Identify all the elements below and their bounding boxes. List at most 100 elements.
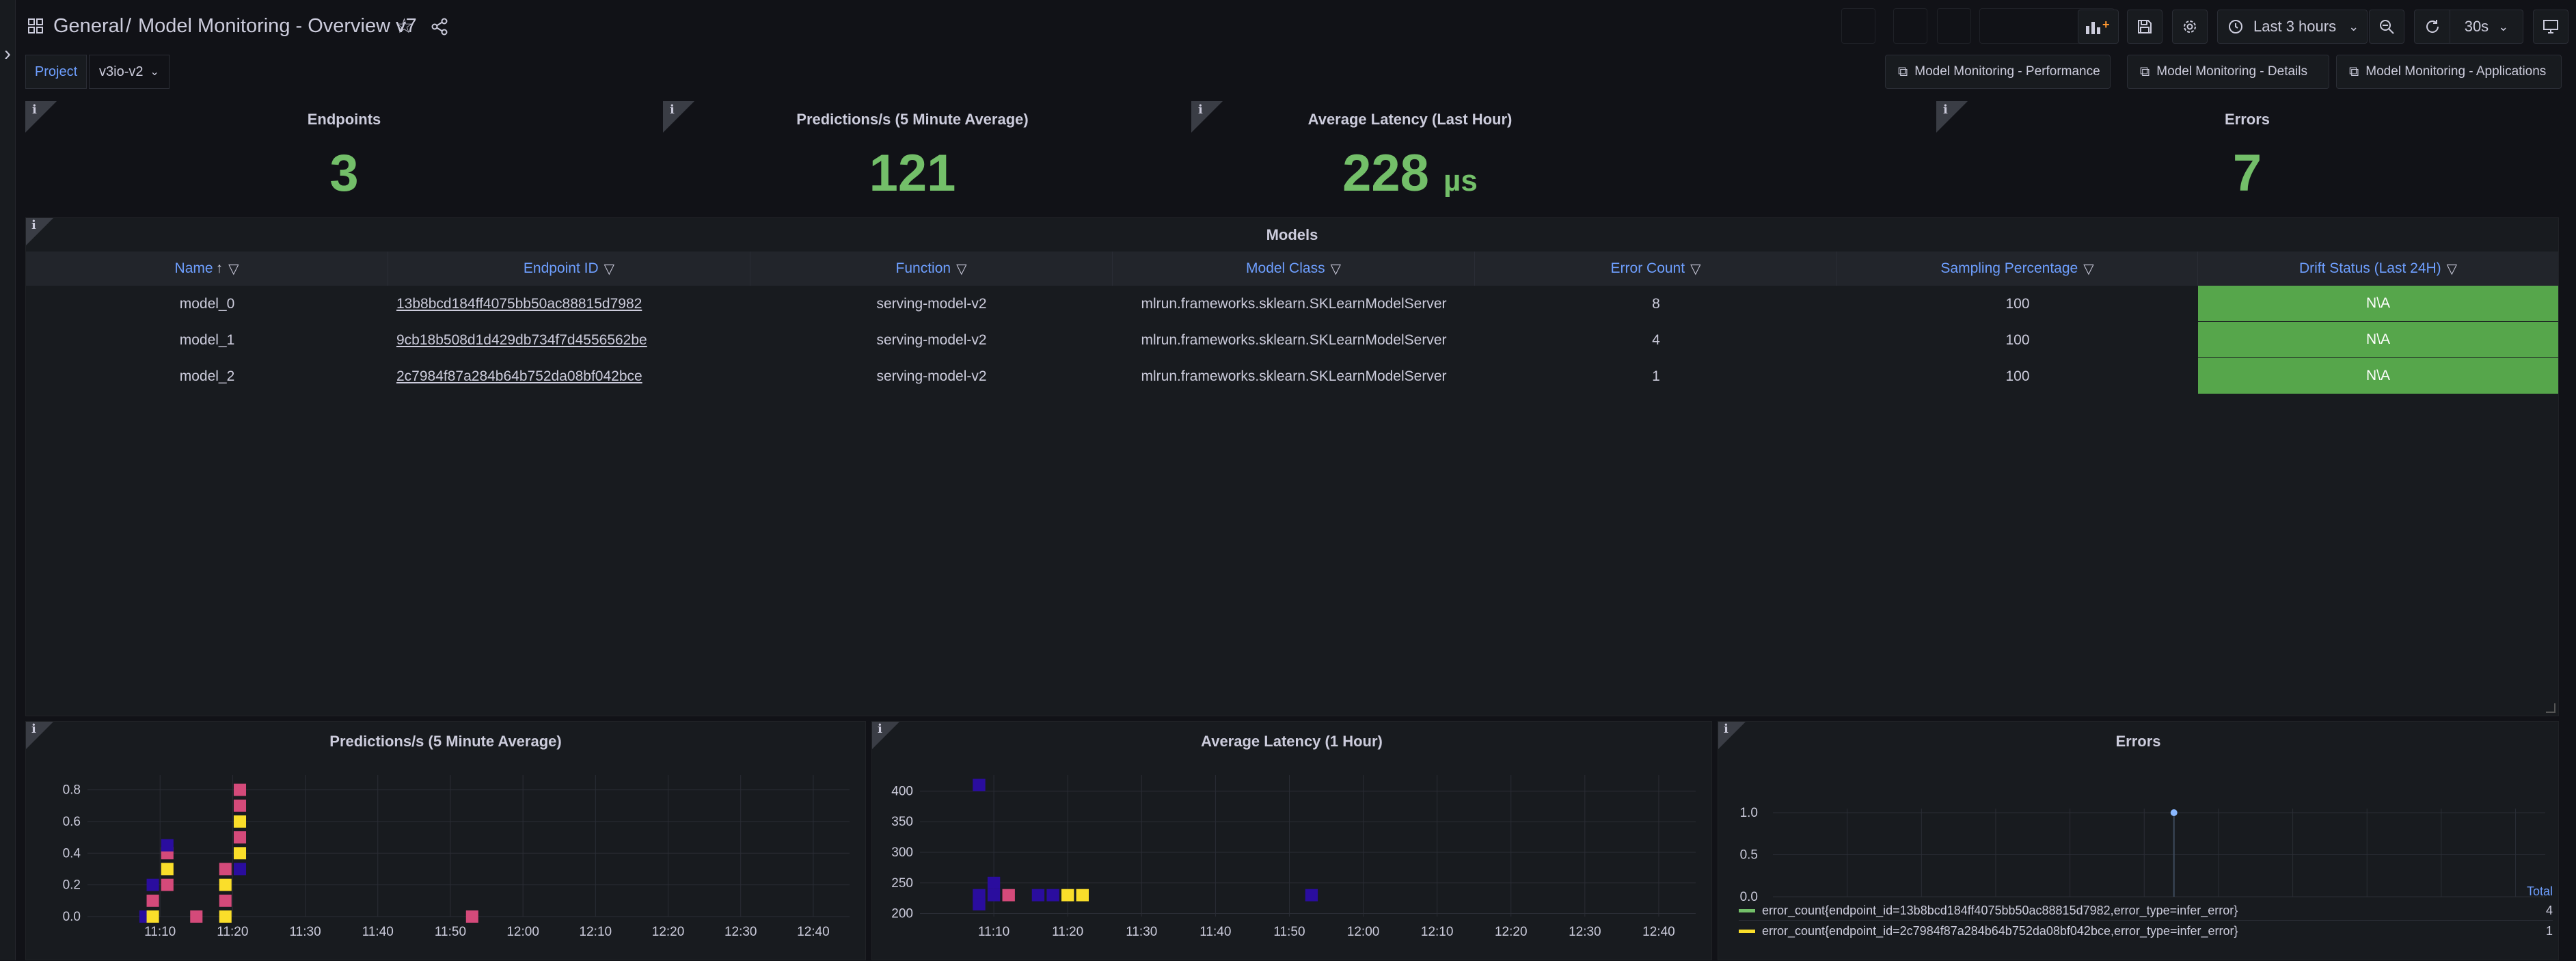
panel-title: Average Latency (Last Hour) — [1307, 111, 1513, 128]
x-tick-label: 12:20 — [1495, 925, 1528, 939]
heatmap-cell — [190, 910, 203, 923]
cell-drift-status: N\A — [2198, 358, 2558, 394]
column-header-model-class[interactable]: Model Class ▽ — [1113, 252, 1475, 286]
info-icon[interactable]: i — [31, 722, 36, 736]
link-model-monitoring-details[interactable]: ⧉ Model Monitoring - Details — [2127, 55, 2329, 89]
stat-value: 121 — [869, 144, 956, 202]
expand-menu-chevron-icon[interactable]: › — [4, 42, 11, 65]
cell-endpoint-id-link[interactable]: 9cb18b508d1d429db734f7d4556562be — [396, 331, 647, 348]
y-tick-label: 0.8 — [63, 783, 81, 798]
column-header-name[interactable]: Name ↑ ▽ — [26, 252, 388, 286]
errors-chart-panel: i Errors 11:1011:2011:3011:4011:5012:001… — [1718, 721, 2559, 960]
chevron-down-icon: ⌄ — [150, 66, 159, 78]
heatmap-cell — [233, 847, 247, 860]
x-tick-label: 11:10 — [978, 925, 1009, 939]
tv-mode-icon[interactable] — [2533, 10, 2568, 44]
info-icon[interactable]: i — [1724, 722, 1728, 736]
panel-title: Errors — [2115, 733, 2161, 750]
panel-corner — [663, 101, 694, 133]
table-row: model_0 13b8bcd184ff4075bb50ac88815d7982… — [26, 286, 2558, 322]
heatmap-cell — [233, 831, 247, 844]
star-icon[interactable]: ☆ — [395, 15, 413, 38]
save-dashboard-icon[interactable] — [2127, 10, 2163, 44]
filter-icon[interactable]: ▽ — [228, 261, 239, 277]
info-icon[interactable]: i — [878, 722, 882, 736]
cell-error-count: 1 — [1652, 368, 1660, 384]
panel-corner — [26, 722, 53, 749]
info-icon[interactable]: i — [670, 103, 675, 117]
latency-heatmap-panel: i Average Latency (1 Hour) 11:10 11:20 11:… — [871, 721, 1712, 960]
stat-unit: µs — [1443, 164, 1478, 198]
column-header-drift-status[interactable]: Drift Status (Last 24H) ▽ — [2299, 260, 2458, 277]
cell-endpoint-id-link[interactable]: 2c7984f87a284b64b752da08bf042bce — [396, 368, 642, 384]
column-header-function[interactable]: Function ▽ — [750, 252, 1113, 286]
cell-sampling: 100 — [2005, 331, 2030, 348]
cell-model-class: mlrun.frameworks.sklearn.SKLearnModelSer… — [1141, 331, 1447, 348]
heatmap-cell — [161, 839, 174, 852]
x-tick-label: 12:30 — [724, 925, 757, 939]
x-tick-label: 11:40 — [2055, 905, 2086, 906]
dashboard-settings-gear-icon[interactable] — [2172, 10, 2208, 44]
x-tick-label: 12:40 — [1642, 925, 1675, 939]
refresh-interval-label: 30s — [2464, 18, 2489, 35]
time-range-picker[interactable]: Last 3 hours ⌄ — [2217, 10, 2368, 44]
latency-heatmap-chart: 11:10 11:20 11:30 11:40 11:50 12:00 12:10 12:20… — [891, 775, 1696, 939]
y-tick-label: 400 — [891, 784, 913, 798]
x-tick-label: 12:00 — [2202, 905, 2235, 906]
legend-item[interactable]: error_count{endpoint_id=13b8bcd184ff4075… — [1739, 901, 2553, 921]
heatmap-cell — [987, 876, 1001, 889]
dashboards-grid-icon[interactable] — [27, 18, 44, 34]
filter-icon[interactable]: ▽ — [1690, 261, 1701, 277]
column-header-sampling-percentage[interactable]: Sampling Percentage ▽ — [1837, 252, 2198, 286]
filter-icon[interactable]: ▽ — [2446, 261, 2458, 277]
breadcrumb-folder[interactable]: General — [53, 15, 124, 37]
info-icon[interactable]: i — [1198, 103, 1203, 117]
cell-sampling: 100 — [2005, 295, 2030, 312]
project-variable-select[interactable]: v3io-v2 ⌄ — [89, 55, 170, 89]
x-tick-label: 11:40 — [362, 925, 394, 939]
sort-ascending-icon: ↑ — [215, 260, 223, 276]
refresh-interval-picker[interactable]: 30s ⌄ — [2450, 10, 2523, 44]
add-panel-icon[interactable]: + — [2078, 10, 2119, 44]
dashboard-link-label: Model Monitoring - Performance — [1914, 64, 2100, 79]
table-row: model_1 9cb18b508d1d429db734f7d4556562be… — [26, 322, 2558, 358]
link-model-monitoring-performance[interactable]: ⧉ Model Monitoring - Performance — [1885, 55, 2111, 89]
share-icon[interactable] — [429, 16, 450, 37]
legend-item[interactable]: error_count{endpoint_id=2c7984f87a284b64… — [1739, 921, 2553, 940]
info-icon[interactable]: i — [32, 103, 37, 117]
x-tick-label: 11:50 — [1273, 925, 1305, 939]
filter-icon[interactable]: ▽ — [604, 261, 615, 277]
link-model-monitoring-applications[interactable]: ⧉ Model Monitoring - Applications — [2336, 55, 2562, 89]
panel-title: Models — [1266, 226, 1318, 243]
zoom-out-icon[interactable] — [2369, 10, 2404, 44]
column-header-endpoint-id[interactable]: Endpoint ID ▽ — [388, 252, 750, 286]
models-table-panel: i Models — [25, 217, 2559, 716]
x-tick-label: 12:10 — [2277, 905, 2309, 906]
info-icon[interactable]: i — [31, 218, 36, 232]
heatmap-cell — [146, 894, 159, 907]
y-tick-label: 0.5 — [1740, 848, 1758, 863]
filter-icon[interactable]: ▽ — [2083, 261, 2094, 277]
heatmap-cell — [1002, 889, 1015, 902]
resize-handle[interactable] — [2546, 703, 2555, 713]
predictions-heatmap-panel: i Predictions/s (5 Minute Average) 11:10… — [25, 721, 866, 960]
filter-icon[interactable]: ▽ — [956, 261, 967, 277]
y-tick-label: 0.4 — [63, 846, 81, 861]
panel-title: Endpoints — [307, 111, 381, 128]
info-icon[interactable]: i — [1943, 103, 1948, 117]
heatmap-cell — [1061, 889, 1074, 902]
cell-function: serving-model-v2 — [876, 295, 987, 312]
refresh-icon[interactable] — [2414, 10, 2450, 44]
y-tick-label: 0.0 — [1740, 890, 1758, 904]
filter-icon[interactable]: ▽ — [1330, 261, 1341, 277]
panel-title: Predictions/s (5 Minute Average) — [329, 733, 562, 750]
project-variable-value: v3io-v2 — [99, 64, 144, 79]
cell-drift-status: N\A — [2198, 322, 2558, 358]
legend-total-header[interactable]: Total — [2526, 884, 2553, 898]
cell-endpoint-id-link[interactable]: 13b8bcd184ff4075bb50ac88815d7982 — [396, 295, 642, 312]
column-header-error-count[interactable]: Error Count ▽ — [1475, 252, 1837, 286]
heatmap-cell — [219, 910, 232, 923]
x-tick-label: 11:40 — [1199, 925, 1231, 939]
panel-corner — [1936, 101, 1968, 133]
x-tick-label: 12:20 — [2350, 905, 2383, 906]
